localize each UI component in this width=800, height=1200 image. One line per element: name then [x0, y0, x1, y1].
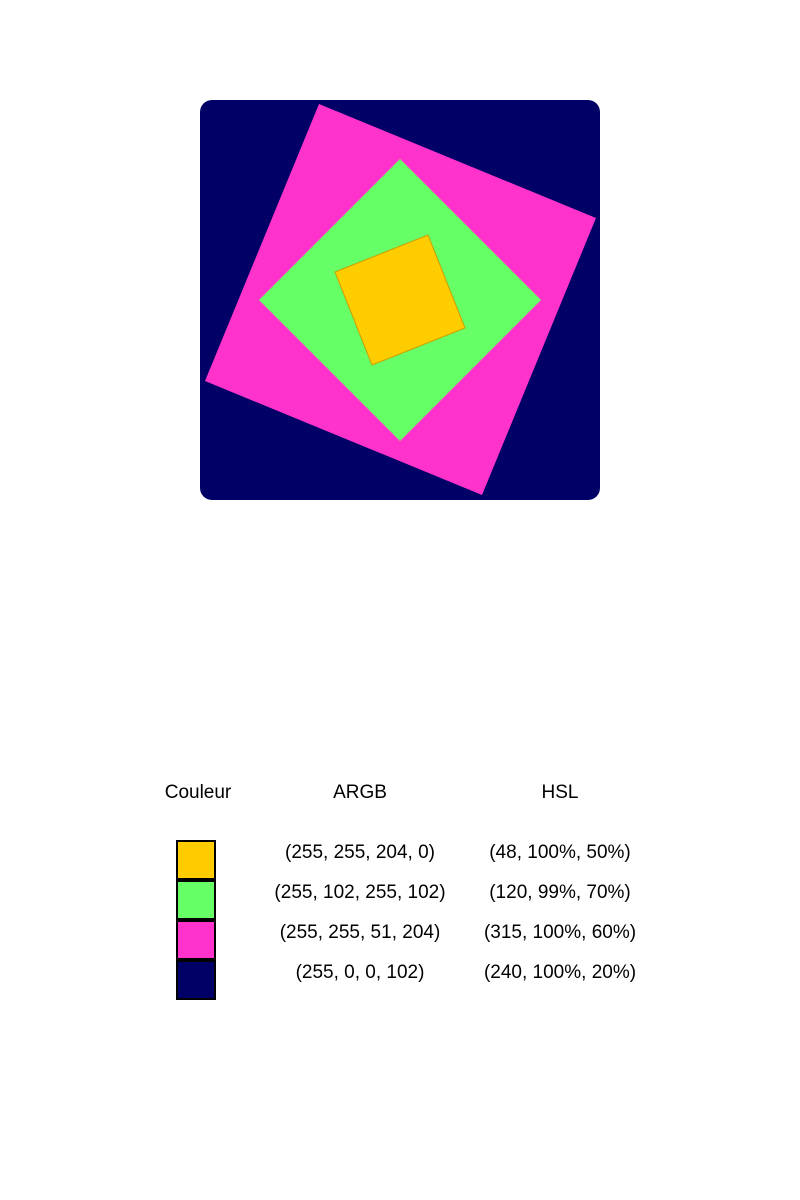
hsl-value: (48, 100%, 50%): [489, 842, 631, 863]
argb-value: (255, 255, 204, 0): [285, 842, 435, 863]
color-swatch: [176, 960, 216, 1000]
hsl-value: (315, 100%, 60%): [483, 922, 637, 943]
color-swatch: [176, 880, 216, 920]
color-swatch: [176, 840, 216, 880]
yellow-square: [334, 234, 466, 366]
argb-value: (255, 102, 255, 102): [274, 882, 446, 903]
header-color: Couleur: [164, 782, 232, 803]
color-swatch: [176, 920, 216, 960]
hsl-value: (240, 100%, 20%): [483, 962, 637, 983]
header-hsl: HSL: [541, 782, 579, 803]
argb-value: (255, 255, 51, 204): [279, 922, 441, 943]
hsl-value: (120, 99%, 70%): [489, 882, 631, 903]
header-argb: ARGB: [333, 782, 387, 803]
argb-value: (255, 0, 0, 102): [295, 962, 425, 983]
